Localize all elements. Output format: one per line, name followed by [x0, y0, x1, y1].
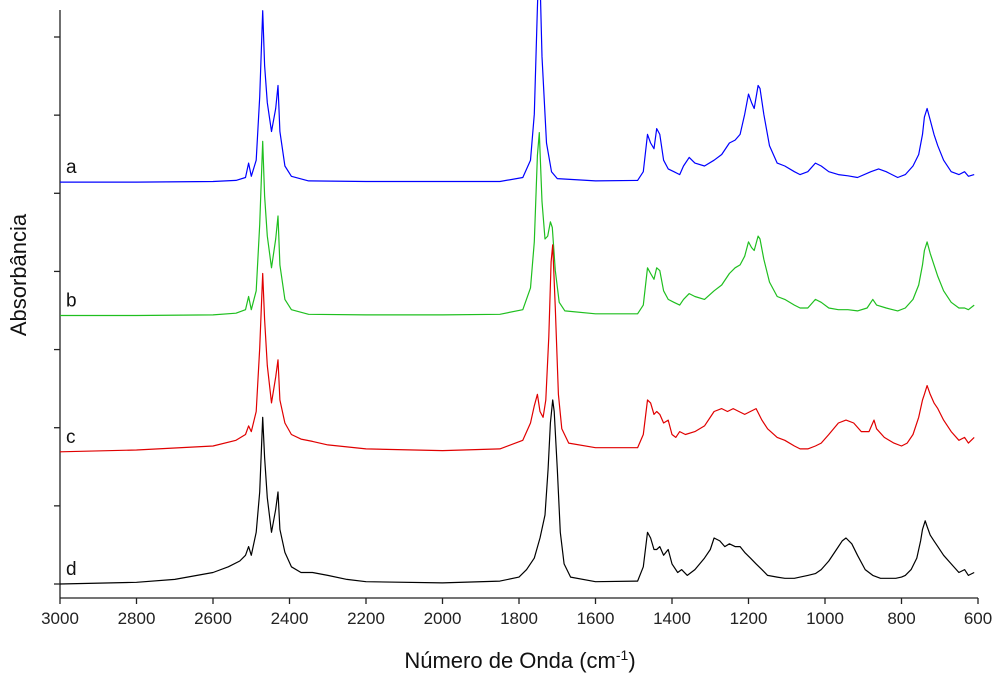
- x-tick-label: 1800: [500, 609, 538, 628]
- x-axis-title-main: Número de Onda (cm: [404, 648, 616, 673]
- spectra-trace-labels: a b c d: [66, 157, 77, 580]
- spectrum-trace-b: [60, 132, 975, 317]
- y-axis-title: Absorbância: [6, 213, 31, 336]
- x-axis-title-unit-exponent: -1: [616, 647, 629, 663]
- axes: 3000 2800 2600 2400 2200 2000 1800 1600 1400 1200…: [41, 10, 992, 628]
- x-tick-label: 2400: [271, 609, 309, 628]
- x-tick-label: 1200: [730, 609, 768, 628]
- x-tick-label: 1400: [653, 609, 691, 628]
- spectrum-trace-c: [59, 244, 975, 453]
- x-tick-label: 2000: [424, 609, 462, 628]
- x-tick-label: 1600: [577, 609, 615, 628]
- spectra-traces: [59, 0, 975, 585]
- spectrum-trace-a: [60, 0, 975, 183]
- x-axis-title-close: ): [628, 648, 635, 673]
- y-axis-ticks: [54, 36, 60, 585]
- trace-label-d: d: [66, 559, 77, 580]
- spectrum-trace-d: [59, 399, 975, 585]
- x-tick-label: 1000: [806, 609, 844, 628]
- x-axis-title: Número de Onda (cm-1): [404, 647, 635, 673]
- x-tick-label: 600: [964, 609, 992, 628]
- x-tick-label: 2600: [194, 609, 232, 628]
- trace-label-b: b: [66, 290, 77, 311]
- x-tick-label: 2200: [347, 609, 385, 628]
- trace-label-c: c: [66, 427, 76, 448]
- x-tick-label: 3000: [41, 609, 79, 628]
- x-tick-label: 800: [887, 609, 915, 628]
- trace-label-a: a: [66, 157, 77, 178]
- x-tick-label: 2800: [118, 609, 156, 628]
- x-axis-ticks: 3000 2800 2600 2400 2200 2000 1800 1600 1400 1200…: [41, 598, 992, 628]
